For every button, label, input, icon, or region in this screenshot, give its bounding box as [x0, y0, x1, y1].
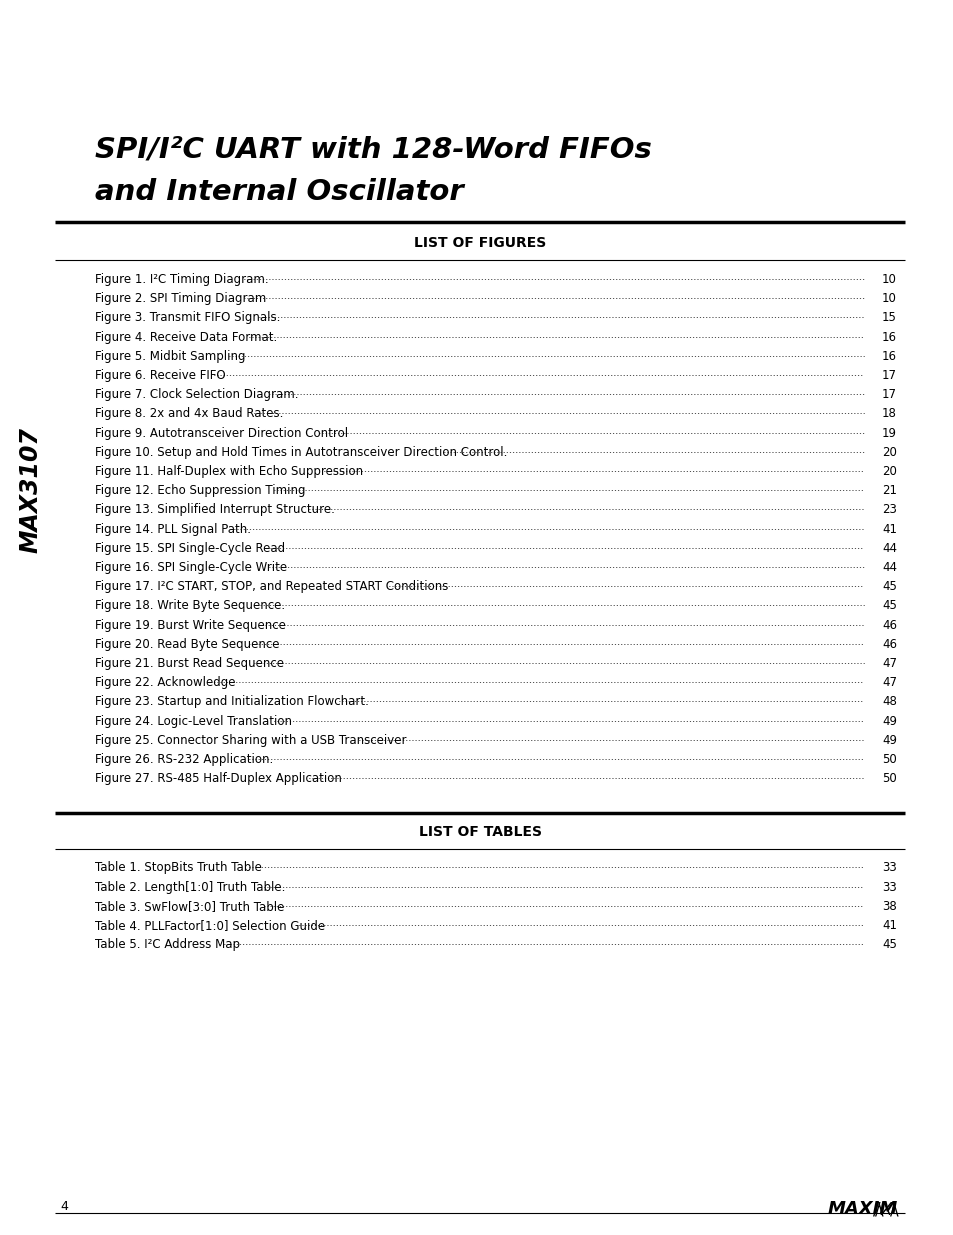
Text: 20: 20 — [882, 466, 896, 478]
Text: 41: 41 — [882, 522, 896, 536]
Text: 4: 4 — [60, 1200, 68, 1213]
Text: 17: 17 — [882, 388, 896, 401]
Text: Figure 11. Half-Duplex with Echo Suppression: Figure 11. Half-Duplex with Echo Suppres… — [95, 466, 367, 478]
Text: 44: 44 — [882, 561, 896, 574]
Text: Figure 4. Receive Data Format.: Figure 4. Receive Data Format. — [95, 331, 277, 343]
Text: Figure 1. I²C Timing Diagram.: Figure 1. I²C Timing Diagram. — [95, 273, 269, 287]
Text: Table 4. PLLFactor[1:0] Selection Guide: Table 4. PLLFactor[1:0] Selection Guide — [95, 919, 329, 932]
Text: 16: 16 — [882, 350, 896, 363]
Text: Figure 21. Burst Read Sequence: Figure 21. Burst Read Sequence — [95, 657, 288, 671]
Text: 20: 20 — [882, 446, 896, 458]
Text: MAX3107: MAX3107 — [18, 427, 42, 553]
Text: Table 1. StopBits Truth Table: Table 1. StopBits Truth Table — [95, 861, 265, 874]
Text: LIST OF TABLES: LIST OF TABLES — [418, 825, 541, 840]
Text: Figure 22. Acknowledge: Figure 22. Acknowledge — [95, 677, 239, 689]
Text: Table 5. I²C Address Map: Table 5. I²C Address Map — [95, 939, 244, 951]
Text: Figure 10. Setup and Hold Times in Autotransceiver Direction Control.: Figure 10. Setup and Hold Times in Autot… — [95, 446, 507, 458]
Text: 50: 50 — [882, 753, 896, 766]
Text: Figure 9. Autotransceiver Direction Control: Figure 9. Autotransceiver Direction Cont… — [95, 426, 352, 440]
Text: and Internal Oscillator: and Internal Oscillator — [95, 178, 463, 206]
Text: Figure 5. Midbit Sampling: Figure 5. Midbit Sampling — [95, 350, 249, 363]
Text: 47: 47 — [882, 677, 896, 689]
Text: Table 2. Length[1:0] Truth Table.: Table 2. Length[1:0] Truth Table. — [95, 881, 285, 894]
Text: 47: 47 — [882, 657, 896, 671]
Text: Figure 2. SPI Timing Diagram: Figure 2. SPI Timing Diagram — [95, 293, 270, 305]
Text: 46: 46 — [882, 619, 896, 631]
Text: Figure 18. Write Byte Sequence.: Figure 18. Write Byte Sequence. — [95, 599, 285, 613]
Text: Figure 20. Read Byte Sequence: Figure 20. Read Byte Sequence — [95, 637, 283, 651]
Text: 21: 21 — [882, 484, 896, 498]
Text: Figure 19. Burst Write Sequence: Figure 19. Burst Write Sequence — [95, 619, 290, 631]
Text: 49: 49 — [882, 734, 896, 747]
Text: Figure 6. Receive FIFO: Figure 6. Receive FIFO — [95, 369, 229, 382]
Text: Figure 27. RS-485 Half-Duplex Application: Figure 27. RS-485 Half-Duplex Applicatio… — [95, 772, 345, 785]
Text: Figure 13. Simplified Interrupt Structure.: Figure 13. Simplified Interrupt Structur… — [95, 504, 335, 516]
Text: $\mathit{/\!/\!\backslash\!X\!/\!\backslash}$: $\mathit{/\!/\!\backslash\!X\!/\!\backsl… — [871, 1200, 899, 1218]
Text: Figure 3. Transmit FIFO Signals.: Figure 3. Transmit FIFO Signals. — [95, 311, 280, 325]
Text: 46: 46 — [882, 637, 896, 651]
Text: 44: 44 — [882, 542, 896, 555]
Text: 50: 50 — [882, 772, 896, 785]
Text: 45: 45 — [882, 599, 896, 613]
Text: 45: 45 — [882, 939, 896, 951]
Text: Table 3. SwFlow[3:0] Truth Table: Table 3. SwFlow[3:0] Truth Table — [95, 900, 288, 913]
Text: Figure 12. Echo Suppression Timing: Figure 12. Echo Suppression Timing — [95, 484, 309, 498]
Text: LIST OF FIGURES: LIST OF FIGURES — [414, 236, 545, 249]
Text: 18: 18 — [882, 408, 896, 420]
Text: Figure 23. Startup and Initialization Flowchart.: Figure 23. Startup and Initialization Fl… — [95, 695, 369, 709]
Text: 10: 10 — [882, 293, 896, 305]
Text: Figure 17. I²C START, STOP, and Repeated START Conditions: Figure 17. I²C START, STOP, and Repeated… — [95, 580, 452, 593]
Text: Figure 7. Clock Selection Diagram.: Figure 7. Clock Selection Diagram. — [95, 388, 298, 401]
Text: 33: 33 — [882, 861, 896, 874]
Text: 17: 17 — [882, 369, 896, 382]
Text: Figure 14. PLL Signal Path.: Figure 14. PLL Signal Path. — [95, 522, 251, 536]
Text: Figure 26. RS-232 Application.: Figure 26. RS-232 Application. — [95, 753, 273, 766]
Text: 33: 33 — [882, 881, 896, 894]
Text: Figure 25. Connector Sharing with a USB Transceiver: Figure 25. Connector Sharing with a USB … — [95, 734, 410, 747]
Text: Figure 16. SPI Single-Cycle Write: Figure 16. SPI Single-Cycle Write — [95, 561, 291, 574]
Text: 23: 23 — [882, 504, 896, 516]
Text: 48: 48 — [882, 695, 896, 709]
Text: 16: 16 — [882, 331, 896, 343]
Text: Figure 8. 2x and 4x Baud Rates.: Figure 8. 2x and 4x Baud Rates. — [95, 408, 283, 420]
Text: SPI/I²C UART with 128-Word FIFOs: SPI/I²C UART with 128-Word FIFOs — [95, 135, 651, 163]
Text: 10: 10 — [882, 273, 896, 287]
Text: Figure 24. Logic-Level Translation: Figure 24. Logic-Level Translation — [95, 715, 295, 727]
Text: 49: 49 — [882, 715, 896, 727]
Text: 38: 38 — [882, 900, 896, 913]
Text: 19: 19 — [882, 426, 896, 440]
Text: 41: 41 — [882, 919, 896, 932]
Text: Figure 15. SPI Single-Cycle Read: Figure 15. SPI Single-Cycle Read — [95, 542, 289, 555]
Text: 45: 45 — [882, 580, 896, 593]
Text: MAXIM: MAXIM — [827, 1200, 897, 1218]
Text: 15: 15 — [882, 311, 896, 325]
